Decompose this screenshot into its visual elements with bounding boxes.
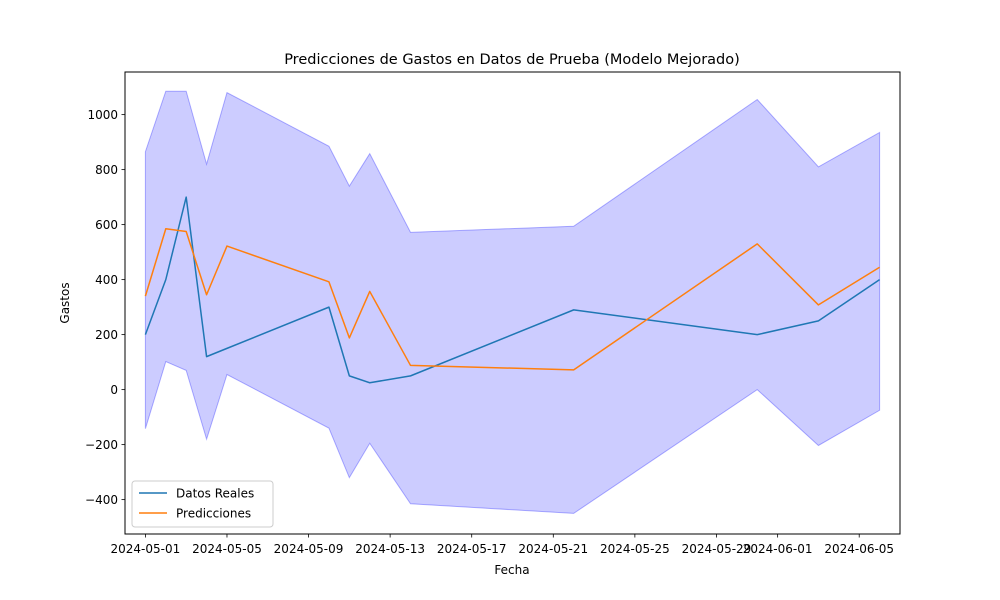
confidence-band-layer [144, 90, 881, 514]
y-tick-label: 200 [95, 328, 118, 342]
x-axis: 2024-05-01 2024-05-05 2024-05-09 2024-05-13… [111, 534, 894, 556]
x-tick-label: 2024-05-05 [192, 542, 262, 556]
y-tick-label: −400 [85, 493, 118, 507]
x-tick-label: 2024-05-01 [111, 542, 181, 556]
series-layer [144, 196, 881, 384]
x-tick-label: 2024-06-05 [824, 542, 894, 556]
confidence-band [144, 90, 881, 514]
x-tick-label: 2024-05-25 [600, 542, 670, 556]
y-tick-label: 0 [110, 383, 118, 397]
x-tick-label: 2024-05-17 [437, 542, 507, 556]
y-tick-label: 800 [95, 163, 118, 177]
plot-frame [124, 71, 901, 535]
y-tick-label: 600 [95, 218, 118, 232]
y-tick-label: −200 [85, 438, 118, 452]
x-tick-label: 2024-06-01 [743, 542, 813, 556]
y-axis: −400 −200 0 200 400 600 800 1000 [85, 108, 125, 507]
chart-title: Predicciones de Gastos en Datos de Prueb… [284, 52, 740, 68]
series-line-predicciones [144, 228, 881, 371]
y-axis-label: Gastos [58, 282, 72, 323]
legend-label-datos-reales: Datos Reales [176, 487, 254, 501]
legend-box [131, 480, 274, 528]
x-tick-label: 2024-05-21 [518, 542, 588, 556]
y-tick-label: 400 [95, 273, 118, 287]
x-tick-label: 2024-05-13 [355, 542, 425, 556]
x-tick-label: 2024-05-29 [682, 542, 752, 556]
legend-label-predicciones: Predicciones [176, 507, 251, 521]
y-tick-label: 1000 [87, 108, 118, 122]
x-tick-label: 2024-05-09 [274, 542, 344, 556]
legend: Datos Reales Predicciones [131, 480, 274, 528]
x-axis-label: Fecha [494, 563, 529, 577]
series-line-datos-reales [144, 196, 881, 384]
